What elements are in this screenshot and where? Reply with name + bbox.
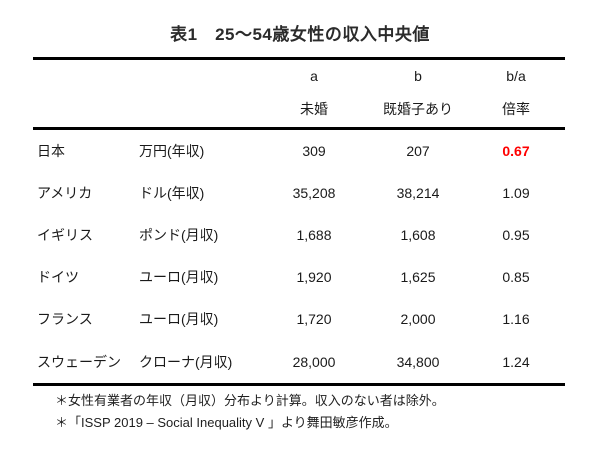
unit-cell: 万円(年収) xyxy=(139,143,205,160)
ratio-cell: 1.16 xyxy=(502,311,530,328)
value-b-cell: 38,214 xyxy=(396,185,440,202)
value-a-cell: 309 xyxy=(302,143,326,160)
ratio-cell: 0.85 xyxy=(502,269,530,286)
ratio-cell: 1.24 xyxy=(502,353,530,370)
value-a-cell: 1,688 xyxy=(296,227,332,244)
table-row-usa: アメリカ ドル(年収) 35,208 38,214 1.09 xyxy=(33,172,565,214)
footnotes: ＊女性有業者の年収（月収）分布より計算。収入のない者は除外。 ＊「ISSP 20… xyxy=(55,390,575,434)
col-header-a: a xyxy=(310,68,318,85)
ratio-cell: 1.09 xyxy=(502,185,530,202)
col-header-ratio: 倍率 xyxy=(502,100,530,117)
value-a-cell: 1,720 xyxy=(296,311,332,328)
value-b-cell: 2,000 xyxy=(400,311,436,328)
table-row-japan: 日本 万円(年収) 309 207 0.67 xyxy=(33,130,565,172)
footnote-source: ＊「ISSP 2019 – Social Inequality V 」より舞田敏… xyxy=(55,415,398,430)
header-row-letters: a b b/a xyxy=(33,60,565,93)
value-b-cell: 207 xyxy=(406,143,430,160)
col-header-unmarried: 未婚 xyxy=(300,100,328,117)
value-b-cell: 34,800 xyxy=(396,353,440,370)
unit-cell: ポンド(月収) xyxy=(139,227,219,244)
table-header: a b b/a 未婚 既婚子あり 倍率 xyxy=(33,60,565,130)
footnote-method: ＊女性有業者の年収（月収）分布より計算。収入のない者は除外。 xyxy=(55,393,445,408)
country-cell: 日本 xyxy=(37,143,65,160)
ratio-cell: 0.95 xyxy=(502,227,530,244)
table-row-uk: イギリス ポンド(月収) 1,688 1,608 0.95 xyxy=(33,214,565,256)
table-row-germany: ドイツ ユーロ(月収) 1,920 1,625 0.85 xyxy=(33,256,565,298)
table-body: 日本 万円(年収) 309 207 0.67 アメリカ ドル(年収) 35,20… xyxy=(33,130,565,386)
value-a-cell: 28,000 xyxy=(292,353,336,370)
income-table: a b b/a 未婚 既婚子あり 倍率 日本 万円(年収) 309 207 0.… xyxy=(33,57,565,386)
table-row-france: フランス ユーロ(月収) 1,720 2,000 1.16 xyxy=(33,298,565,340)
country-cell: フランス xyxy=(37,311,93,328)
table-title: 表1 25～54歳女性の収入中央値 xyxy=(170,25,430,44)
unit-cell: ユーロ(月収) xyxy=(139,311,219,328)
unit-cell: クローナ(月収) xyxy=(139,353,233,370)
country-cell: スウェーデン xyxy=(37,353,121,370)
value-b-cell: 1,625 xyxy=(400,269,436,286)
country-cell: ドイツ xyxy=(37,269,79,286)
value-a-cell: 35,208 xyxy=(292,185,336,202)
unit-cell: ユーロ(月収) xyxy=(139,269,219,286)
table-row-sweden: スウェーデン クローナ(月収) 28,000 34,800 1.24 xyxy=(33,340,565,382)
header-row-labels: 未婚 既婚子あり 倍率 xyxy=(33,93,565,126)
country-cell: アメリカ xyxy=(37,185,93,202)
col-header-b: b xyxy=(414,68,422,85)
value-a-cell: 1,920 xyxy=(296,269,332,286)
value-b-cell: 1,608 xyxy=(400,227,436,244)
country-cell: イギリス xyxy=(37,227,93,244)
unit-cell: ドル(年収) xyxy=(139,185,205,202)
ratio-cell-highlighted: 0.67 xyxy=(502,143,530,160)
col-header-married-with-children: 既婚子あり xyxy=(383,100,453,117)
col-header-ba: b/a xyxy=(506,68,526,85)
